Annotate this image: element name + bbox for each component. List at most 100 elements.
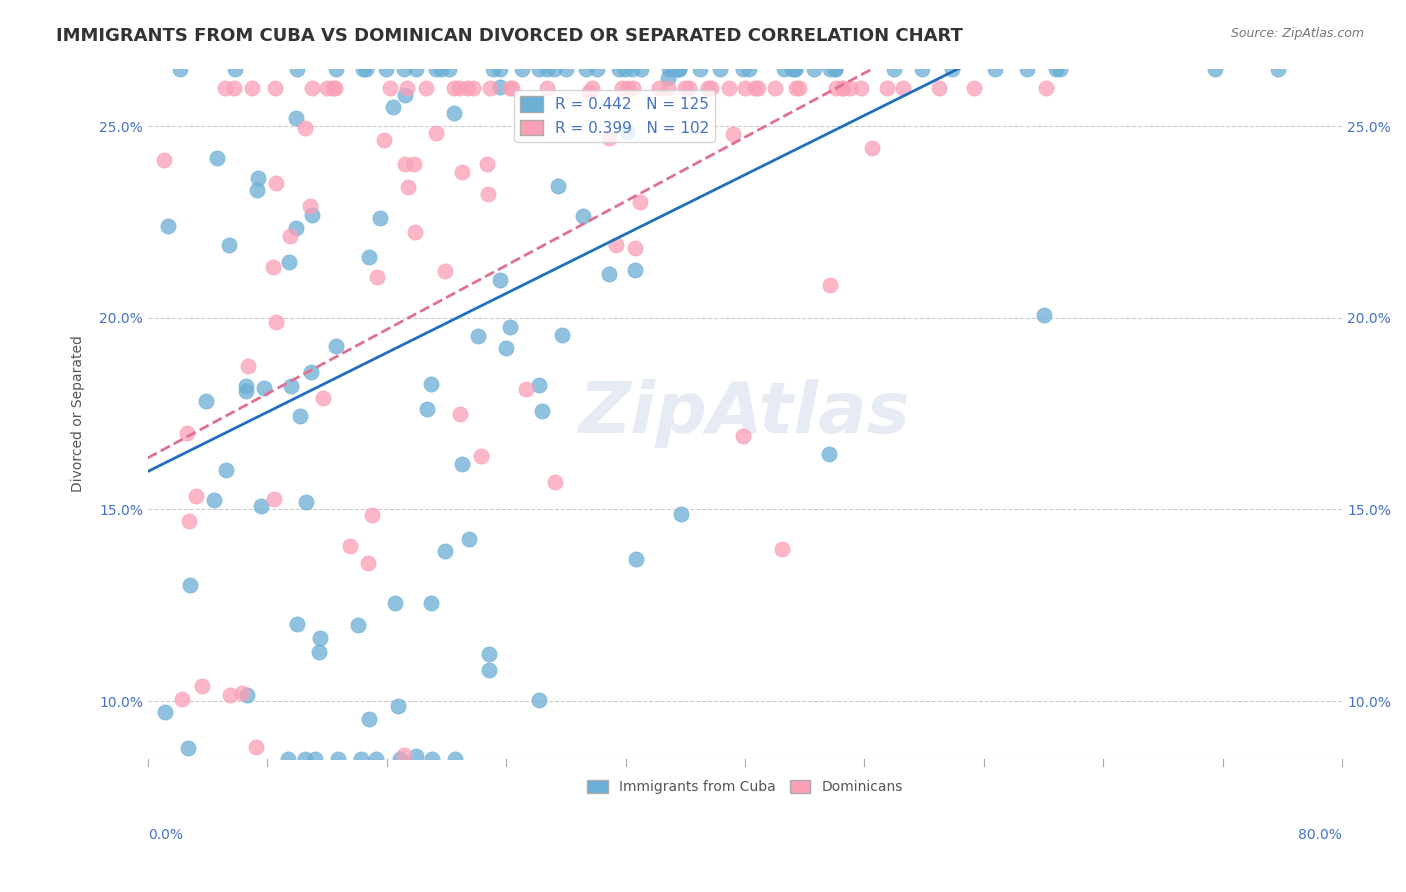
Point [444, 751, 467, 765]
Point [668, 62, 690, 76]
Point [544, 475, 567, 489]
Point [984, 62, 1007, 76]
Point [824, 62, 846, 76]
Point [322, 80, 344, 95]
Point [475, 157, 498, 171]
Point [621, 80, 644, 95]
Point [770, 542, 793, 557]
Point [349, 751, 371, 765]
Point [352, 62, 374, 76]
Point [157, 219, 180, 234]
Point [308, 631, 330, 645]
Text: 0.0%: 0.0% [148, 828, 183, 842]
Point [177, 741, 200, 756]
Point [617, 80, 640, 95]
Point [697, 80, 720, 95]
Point [153, 153, 176, 167]
Point [405, 749, 427, 764]
Point [304, 751, 326, 765]
Point [346, 771, 368, 785]
Point [575, 62, 598, 76]
Point [299, 365, 322, 379]
Point [247, 170, 270, 185]
Point [394, 88, 416, 103]
Point [280, 379, 302, 393]
Point [547, 178, 569, 193]
Point [531, 403, 554, 417]
Point [883, 62, 905, 76]
Point [194, 393, 217, 408]
Point [249, 499, 271, 513]
Point [415, 80, 437, 95]
Point [527, 378, 550, 392]
Point [155, 705, 177, 719]
Point [673, 80, 696, 95]
Point [543, 62, 565, 76]
Point [326, 751, 349, 765]
Point [721, 128, 744, 142]
Point [586, 62, 609, 76]
Point [443, 106, 465, 120]
Point [405, 62, 427, 76]
Point [315, 80, 337, 95]
Point [891, 80, 914, 95]
Point [177, 514, 200, 528]
Point [598, 267, 620, 281]
Point [818, 447, 841, 461]
Point [963, 80, 986, 95]
Point [263, 80, 285, 95]
Point [495, 341, 517, 355]
Point [404, 157, 426, 171]
Point [572, 209, 595, 223]
Y-axis label: Divorced or Separated: Divorced or Separated [72, 335, 86, 492]
Point [1204, 62, 1226, 76]
Point [628, 194, 651, 209]
Point [499, 319, 522, 334]
Point [191, 680, 214, 694]
Point [928, 80, 950, 95]
Point [678, 80, 700, 95]
Point [285, 617, 308, 632]
Point [373, 133, 395, 147]
Point [941, 62, 963, 76]
Point [285, 220, 308, 235]
Point [366, 270, 388, 285]
Point [308, 645, 330, 659]
Text: Source: ZipAtlas.com: Source: ZipAtlas.com [1230, 27, 1364, 40]
Point [461, 771, 484, 785]
Point [259, 771, 281, 785]
Point [387, 698, 409, 713]
Point [325, 62, 347, 76]
Point [763, 80, 786, 95]
Point [648, 80, 671, 95]
Point [610, 80, 633, 95]
Point [361, 508, 384, 523]
Point [536, 80, 558, 95]
Point [420, 376, 443, 391]
Point [773, 62, 796, 76]
Point [384, 596, 406, 610]
Point [449, 80, 471, 95]
Point [510, 62, 533, 76]
Point [299, 199, 322, 213]
Point [359, 712, 381, 726]
Point [689, 62, 711, 76]
Point [657, 70, 679, 85]
Point [747, 80, 769, 95]
Point [347, 618, 370, 632]
Point [357, 557, 380, 571]
Point [246, 183, 269, 197]
Point [613, 62, 636, 76]
Point [478, 663, 501, 677]
Point [551, 328, 574, 343]
Point [235, 384, 257, 399]
Point [224, 80, 246, 95]
Point [488, 273, 510, 287]
Point [339, 539, 361, 553]
Point [394, 157, 416, 171]
Point [219, 688, 242, 702]
Point [831, 80, 853, 95]
Point [478, 647, 501, 661]
Point [598, 131, 620, 145]
Point [301, 80, 323, 95]
